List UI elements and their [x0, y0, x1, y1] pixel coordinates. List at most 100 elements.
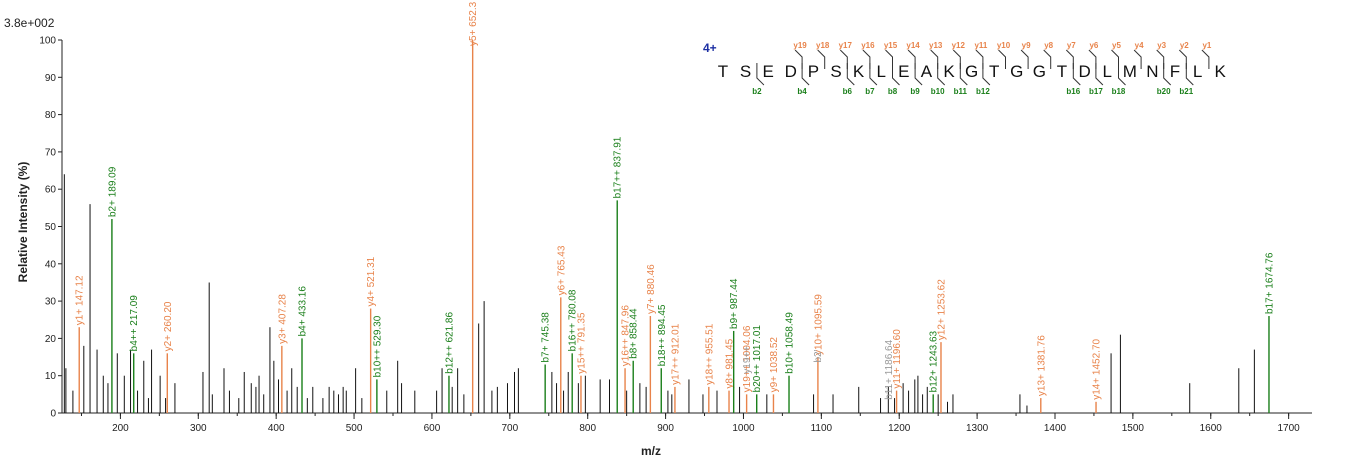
sequence-residue: E [898, 62, 909, 81]
y-ion-bracket [1133, 49, 1142, 69]
x-tick-label: 800 [579, 423, 596, 434]
b-ion-bracket [1095, 63, 1104, 86]
peak-label: y11+ 1196.60 [892, 329, 903, 389]
b-ion-bracket [959, 63, 968, 86]
peak-label: y7+ 880.46 [646, 264, 657, 314]
sequence-residue: S [830, 62, 841, 81]
b-ion-label: b6 [843, 87, 853, 96]
y-tick-label: 10 [45, 371, 57, 382]
sequence-residue: T [1057, 62, 1067, 81]
intensity-scale-label: 3.8e+002 [4, 16, 55, 30]
peak-label: y17++ 912.01 [670, 323, 681, 385]
peak-label: y3+ 407.28 [277, 294, 288, 344]
sequence-residue: K [1215, 62, 1227, 81]
b-ion-bracket [801, 63, 810, 86]
sequence-residue: K [943, 62, 955, 81]
b-ion-label: b10 [931, 87, 945, 96]
peak-label: y5+ 652.3 [468, 1, 479, 46]
peak-label: b8+ 858.44 [629, 308, 640, 359]
y-ion-bracket [1178, 49, 1187, 69]
peak-label: y12+ 1253.62 [936, 279, 947, 340]
peak-label: b12++ 621.86 [444, 312, 455, 374]
y-tick-label: 50 [45, 222, 57, 233]
b-ion-label: b7 [865, 87, 875, 96]
b-ion-bracket [982, 63, 991, 86]
b-ion-label: b4 [797, 87, 807, 96]
y-ion-label: y3 [1157, 41, 1166, 50]
peak-label: y9+ 1038.52 [769, 337, 780, 393]
sequence-residue: F [1170, 62, 1180, 81]
y-tick-label: 90 [45, 73, 57, 84]
peak-label: b10++ 529.30 [372, 315, 383, 377]
b-ion-label: b21 [1179, 87, 1193, 96]
x-axis-title: m/z [641, 444, 661, 458]
b-ion-bracket [869, 63, 878, 86]
peak-label: b9+ 987.44 [729, 278, 740, 329]
x-tick-label: 200 [112, 423, 129, 434]
y-ion-label: y2 [1180, 41, 1189, 50]
x-tick-label: 1500 [1122, 423, 1145, 434]
x-tick-label: 1300 [966, 423, 989, 434]
y-ion-label: y14 [906, 41, 920, 50]
y-tick-label: 40 [45, 259, 57, 270]
sequence-residue: G [1010, 62, 1023, 81]
y-tick-label: 70 [45, 147, 57, 158]
x-tick-label: 1600 [1200, 423, 1223, 434]
y-ion-label: y17 [839, 41, 853, 50]
b-ion-bracket [1185, 63, 1194, 86]
y-ion-label: y19 [793, 41, 807, 50]
y-ion-bracket [1111, 49, 1119, 69]
peak-label: b17+ 1674.76 [1264, 252, 1275, 314]
x-tick-label: 500 [346, 423, 363, 434]
y-ion-label: y18 [816, 41, 830, 50]
annotated-peaks: y1+ 147.12 b2+ 189.09 b4++ 217.09 y2+ 260.2… [75, 1, 1275, 413]
y-ion-label: y13 [929, 41, 943, 50]
y-ion-label: y7 [1067, 41, 1076, 50]
peak-label: y18++ 955.51 [704, 323, 715, 385]
y-ion-label: y8 [1044, 41, 1053, 50]
peak-label: b20++ 1017.01 [752, 325, 763, 393]
peak-label: y14+ 1452.70 [1092, 338, 1103, 399]
b-ion-label: b11 [954, 87, 968, 96]
y-ion-label: y16 [861, 41, 875, 50]
b-ion-bracket [1118, 63, 1126, 86]
x-axis-ticks: 200 300 400 500 600 700 800 900 1000 1100 1200 1300… [80, 413, 1300, 434]
sequence-residue: K [853, 62, 865, 81]
peak-label: y13+ 1381.76 [1036, 335, 1047, 396]
b-ion-bracket [914, 63, 923, 86]
y-tick-label: 30 [45, 297, 57, 308]
b-ion-label: b9 [910, 87, 920, 96]
peak-label: b17++ 837.91 [613, 136, 624, 198]
b-ion-label: b8 [888, 87, 898, 96]
y-ion-bracket [1020, 49, 1029, 69]
sequence-residue: L [1102, 62, 1111, 81]
b-ion-label: b20 [1157, 87, 1171, 96]
peak-label: y4+ 521.31 [366, 256, 377, 306]
sequence-residue: L [876, 62, 885, 81]
x-tick-label: 700 [501, 423, 518, 434]
y-ion-label: y4 [1135, 41, 1144, 50]
y-axis-title: Relative Intensity (%) [16, 162, 30, 283]
y-ion-label: y11 [974, 41, 987, 50]
b-ion-label: b16 [1066, 87, 1080, 96]
partial-labels: b2' b11+ 1186.64 y19++ [742, 339, 895, 399]
peak-label: b2+ 189.09 [107, 166, 118, 217]
sequence-residue: T [718, 62, 728, 81]
sequence-residue: M [1123, 62, 1137, 81]
y-axis-ticks: 0 10 20 30 40 50 60 70 80 90 100 [39, 36, 62, 420]
y-ion-bracket [998, 49, 1006, 69]
charge-state-label: 4+ [703, 41, 717, 55]
peak-label: b10+ 1058.49 [785, 312, 796, 374]
sequence-residue: A [921, 62, 933, 81]
b-ion-bracket [892, 63, 900, 86]
peak-label: b12+ 1243.63 [929, 330, 940, 392]
b-ion-bracket [756, 63, 765, 86]
unassigned-peaks [63, 174, 1255, 413]
y-tick-label: 60 [45, 185, 57, 196]
b-ion-label: b18 [1112, 87, 1126, 96]
b-ion-label: b2 [752, 87, 762, 96]
y-ion-bracket [1201, 49, 1210, 69]
y-ion-label: y12 [952, 41, 966, 50]
